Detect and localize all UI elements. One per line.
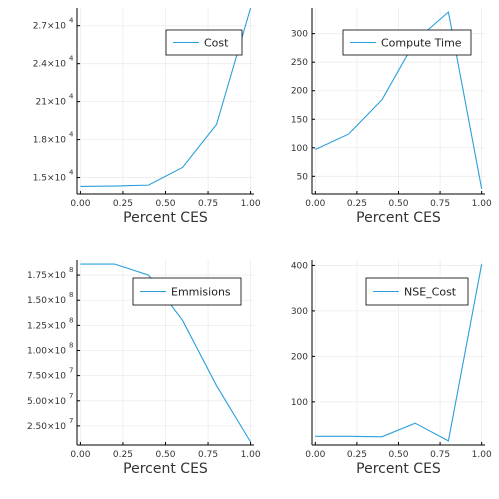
y-tick-label: 200 <box>291 352 308 362</box>
subplot-1: 0.00 0.25 0.50 0.75 1.001.5×1041.8×10421×104… <box>33 8 261 226</box>
x-tick-label: 0.00 <box>305 199 325 209</box>
x-axis-label: Percent CES <box>123 210 208 226</box>
y-tick-label: 100 <box>291 398 308 408</box>
x-tick-label: 1.00 <box>241 199 261 209</box>
y-tick-label: 1.00×10 <box>27 346 66 356</box>
legend-label: NSE_Cost <box>404 286 457 299</box>
x-tick-label: 0.75 <box>198 450 218 460</box>
legend-label: Emmisions <box>171 286 231 299</box>
legend: NSE_Cost <box>366 278 468 305</box>
y-tick-label: 5.00×10 <box>27 397 66 407</box>
x-tick-label: 0.50 <box>388 199 408 209</box>
x-tick-label: 0.75 <box>430 199 450 209</box>
legend-label: Cost <box>204 37 229 50</box>
y-tick-label: 1.5×10 <box>33 174 67 184</box>
y-tick-label: 300 <box>291 30 308 40</box>
x-tick-label: 1.00 <box>472 199 492 209</box>
y-tick-exponent: 4 <box>69 131 74 139</box>
subplot-3: 0.00 0.25 0.50 0.75 1.002.50×1075.00×1077.50… <box>27 260 261 477</box>
y-tick-label: 100 <box>291 144 308 154</box>
y-tick-exponent: 7 <box>69 417 73 425</box>
x-tick-label: 0.75 <box>430 450 450 460</box>
y-tick-label: 150 <box>291 115 308 125</box>
y-tick-label: 1.75×10 <box>27 271 66 281</box>
y-tick-exponent: 7 <box>69 392 73 400</box>
y-tick-label: 300 <box>291 307 308 317</box>
x-tick-label: 0.25 <box>347 199 367 209</box>
x-axis-label: Percent CES <box>123 461 208 477</box>
subplot-2: 0.00 0.25 0.50 0.75 1.00 50 100 150 200 250 300 Per… <box>291 8 492 226</box>
y-tick-label: 400 <box>291 261 308 271</box>
y-tick-label: 1.25×10 <box>27 321 66 331</box>
x-tick-label: 0.25 <box>113 450 133 460</box>
x-tick-label: 1.00 <box>241 450 261 460</box>
x-tick-label: 0.00 <box>70 199 90 209</box>
y-tick-exponent: 4 <box>69 17 74 25</box>
legend-label: Compute Time <box>381 37 462 50</box>
y-tick-label: 250 <box>291 58 308 68</box>
x-tick-label: 0.50 <box>155 450 175 460</box>
y-tick-label: 7.50×10 <box>27 372 66 382</box>
y-tick-exponent: 4 <box>69 55 74 63</box>
x-tick-label: 1.00 <box>472 450 492 460</box>
y-tick-label: 1.8×10 <box>33 136 67 146</box>
y-tick-label: 2.50×10 <box>27 422 66 432</box>
x-axis-label: Percent CES <box>356 461 441 477</box>
x-tick-label: 0.00 <box>305 450 325 460</box>
y-tick-exponent: 7 <box>69 367 73 375</box>
y-tick-exponent: 8 <box>69 291 73 299</box>
y-tick-label: 2.7×10 <box>33 22 67 32</box>
y-tick-label: 50 <box>297 172 309 182</box>
y-tick-exponent: 4 <box>69 169 74 177</box>
x-axis-label: Percent CES <box>356 210 441 226</box>
y-tick-label: 2.4×10 <box>33 60 67 70</box>
y-tick-exponent: 8 <box>69 341 73 349</box>
y-tick-exponent: 4 <box>69 93 74 101</box>
x-tick-label: 0.50 <box>155 199 175 209</box>
y-tick-label: 1.50×10 <box>27 296 66 306</box>
y-tick-exponent: 8 <box>69 266 73 274</box>
subplot-4: 0.00 0.25 0.50 0.75 1.00 100 200 300 400 Percent … <box>291 260 492 477</box>
y-tick-label: 21×10 <box>36 98 67 108</box>
y-tick-exponent: 8 <box>69 316 73 324</box>
x-tick-label: 0.50 <box>388 450 408 460</box>
x-tick-label: 0.00 <box>70 450 90 460</box>
y-tick-label: 200 <box>291 87 308 97</box>
legend: Compute Time <box>343 30 471 55</box>
x-tick-label: 0.25 <box>347 450 367 460</box>
x-tick-label: 0.25 <box>113 199 133 209</box>
legend: Emmisions <box>133 278 241 305</box>
x-tick-label: 0.75 <box>198 199 218 209</box>
legend: Cost <box>166 30 242 55</box>
